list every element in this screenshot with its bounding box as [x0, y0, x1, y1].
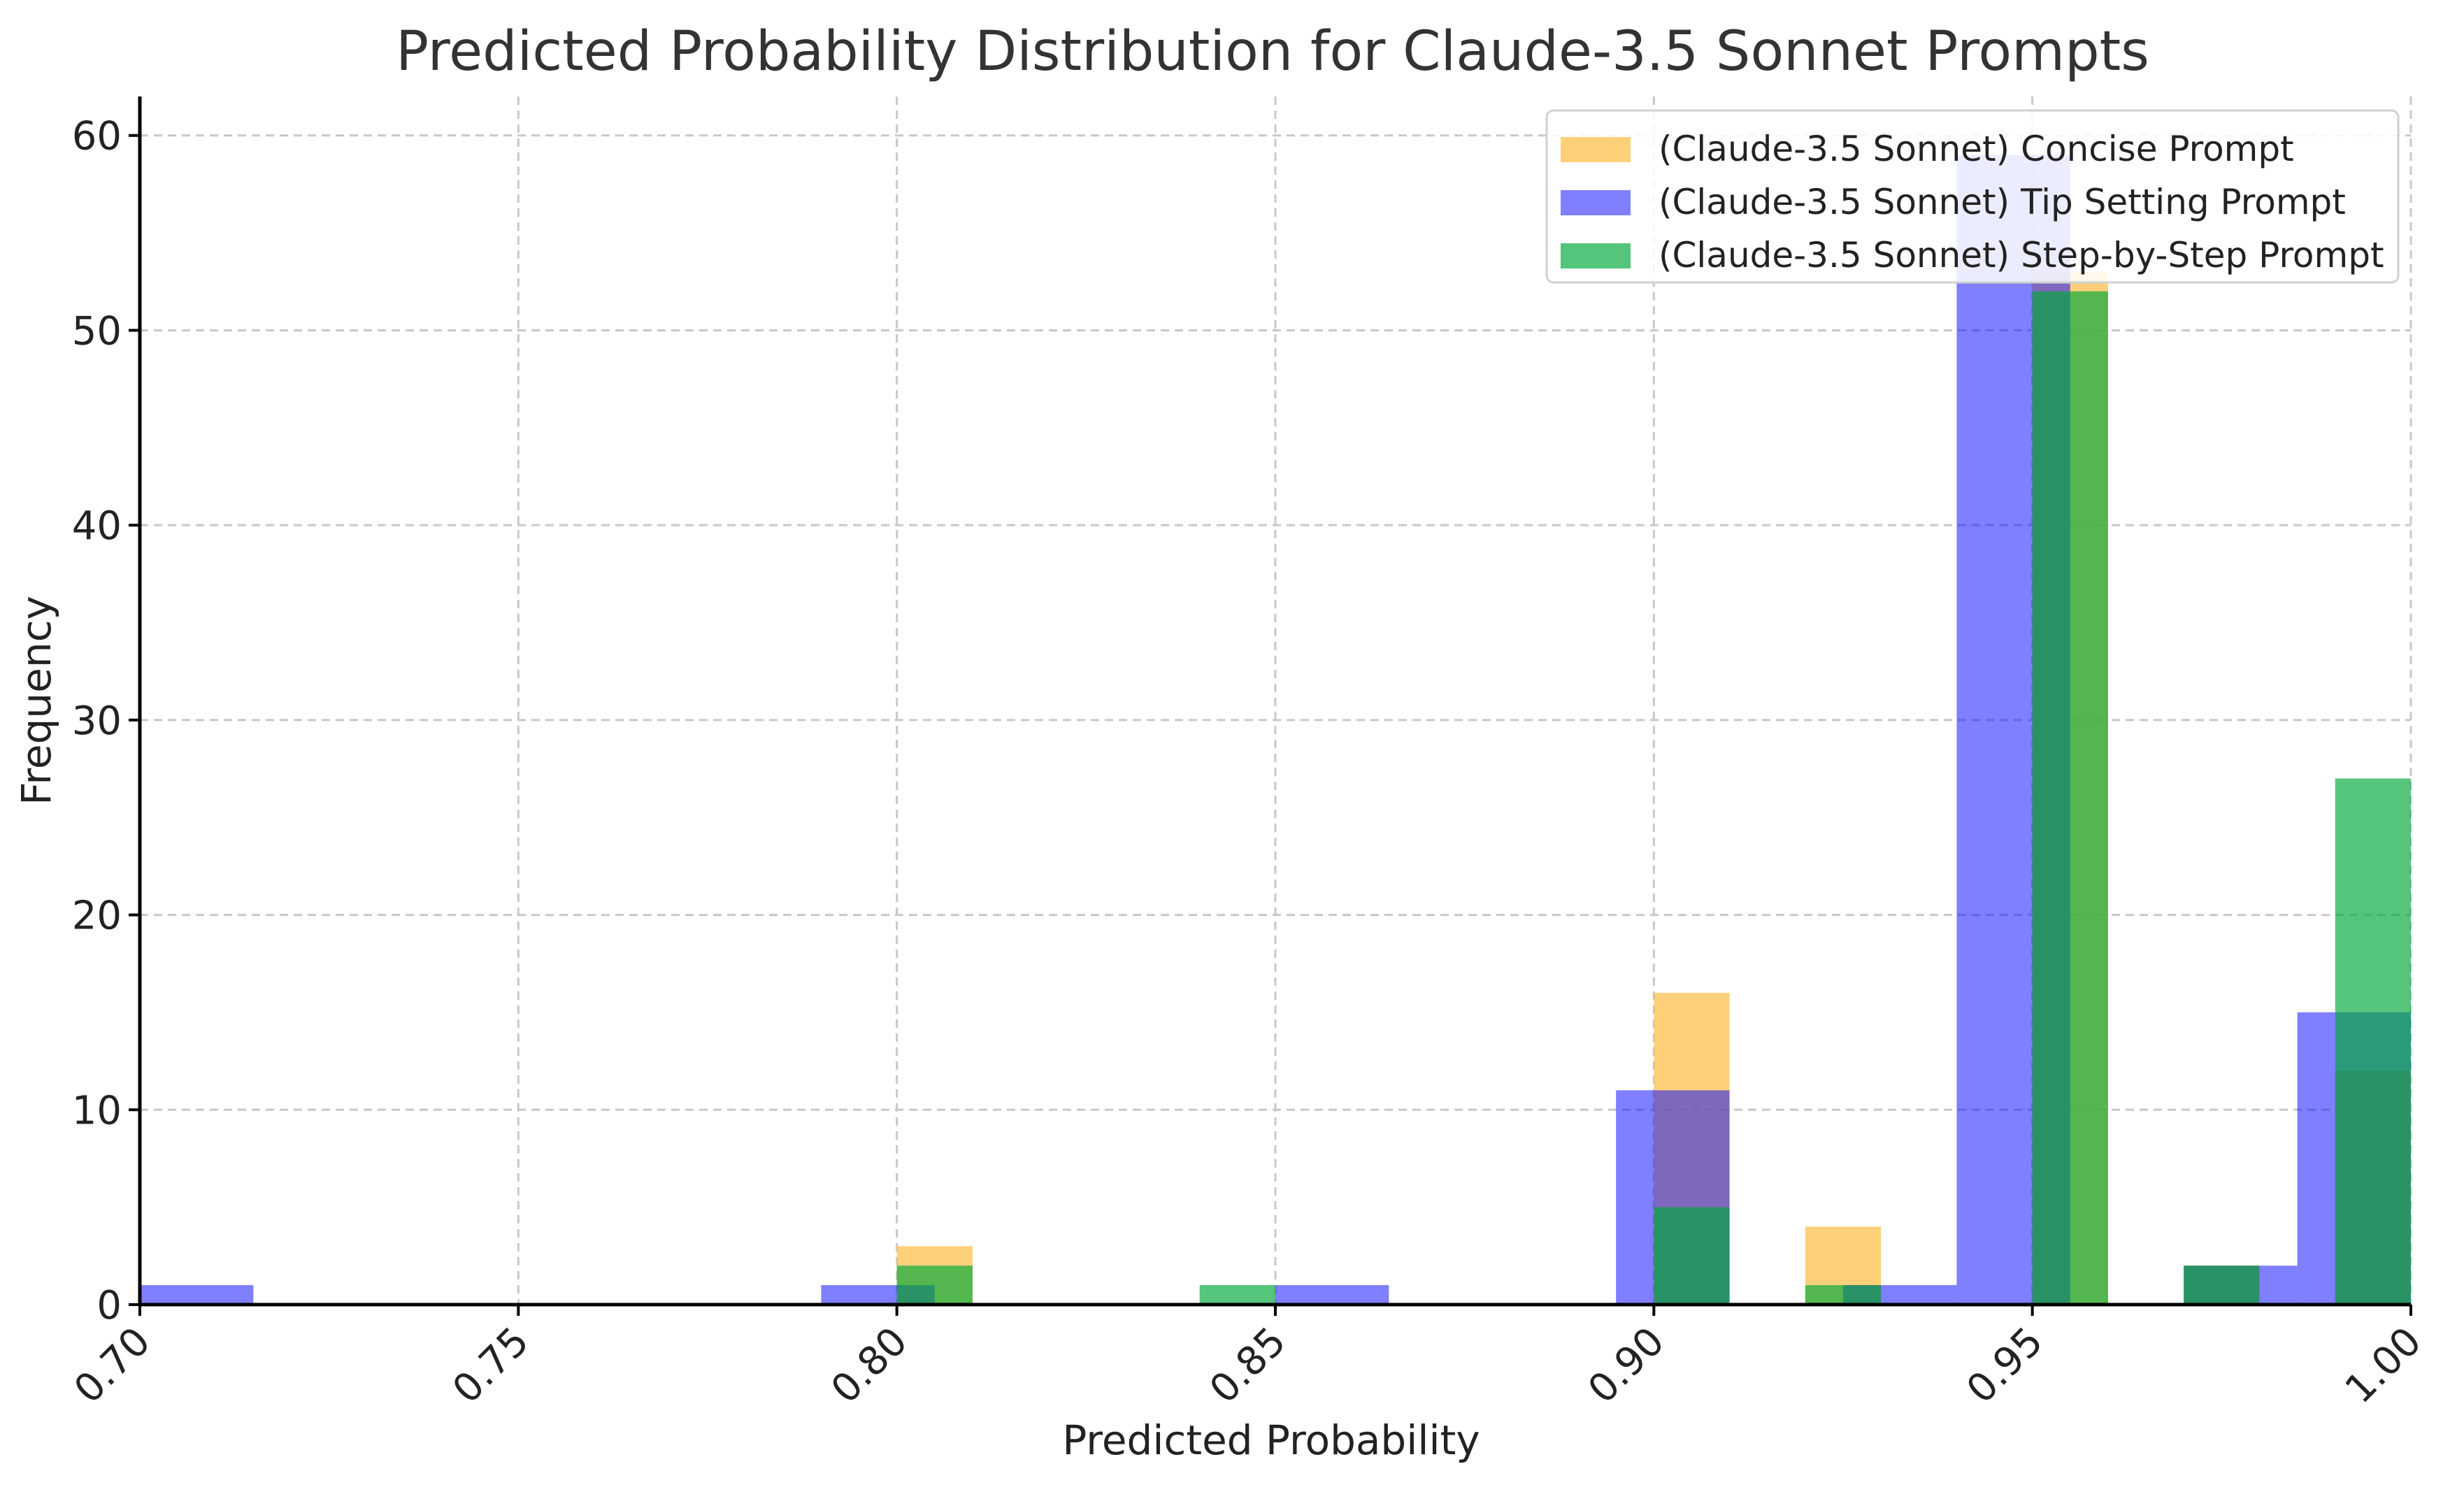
bar-series-2-bin-1: [1199, 1285, 1275, 1305]
y-tick-label-1: 10: [72, 1088, 122, 1133]
bar-series-1-bin-2: [1275, 1285, 1389, 1305]
legend-box: [1545, 109, 2400, 284]
y-axis-label: Frequency: [13, 596, 60, 805]
bar-series-2-bin-4: [2032, 291, 2108, 1305]
legend-label-0: (Claude-3.5 Sonnet) Concise Prompt: [1659, 129, 2294, 169]
bar-series-2-bin-6: [2335, 778, 2411, 1305]
x-tick-label-0: 0.70: [66, 1319, 159, 1412]
x-axis-ticks: 0.70 0.75 0.80 0.85 0.90 0.95 1.00: [66, 1305, 2430, 1412]
x-tick-label-2: 0.80: [822, 1319, 916, 1412]
bar-series-2-bin-3: [1805, 1285, 1882, 1305]
legend-label-1: (Claude-3.5 Sonnet) Tip Setting Prompt: [1659, 182, 2346, 222]
y-tick-label-4: 40: [72, 503, 122, 549]
bar-series-1-bin-0: [140, 1285, 254, 1305]
series-2: [896, 291, 2411, 1305]
y-axis-ticks: 0 10 20 30 40 50 60: [72, 114, 140, 1328]
y-tick-label-0: 0: [96, 1283, 122, 1328]
y-tick-label-3: 30: [72, 698, 122, 744]
x-tick-label-1: 0.75: [444, 1319, 538, 1412]
x-tick-label-4: 0.90: [1580, 1319, 1673, 1412]
legend-swatch-2: [1561, 243, 1631, 268]
bar-series-2-bin-2: [1654, 1207, 1730, 1305]
legend-label-2: (Claude-3.5 Sonnet) Step-by-Step Prompt: [1659, 235, 2384, 275]
legend: (Claude-3.5 Sonnet) Concise Prompt (Claud…: [1545, 109, 2400, 284]
x-axis-label: Predicted Probability: [1062, 1416, 1480, 1464]
y-tick-label-2: 20: [72, 894, 122, 939]
bar-series-2-bin-0: [896, 1265, 973, 1305]
x-tick-label-5: 0.95: [1958, 1319, 2051, 1412]
y-tick-label-6: 60: [72, 114, 122, 159]
x-tick-label-6: 1.00: [2337, 1319, 2430, 1412]
legend-swatch-0: [1561, 137, 1631, 162]
legend-swatch-1: [1561, 190, 1631, 215]
bar-series-2-bin-5: [2184, 1265, 2260, 1305]
x-tick-label-3: 0.85: [1201, 1319, 1295, 1412]
histogram-bars: [140, 155, 2411, 1305]
y-tick-label-5: 50: [72, 308, 122, 354]
chart-title: Predicted Probability Distribution for C…: [396, 20, 2149, 83]
